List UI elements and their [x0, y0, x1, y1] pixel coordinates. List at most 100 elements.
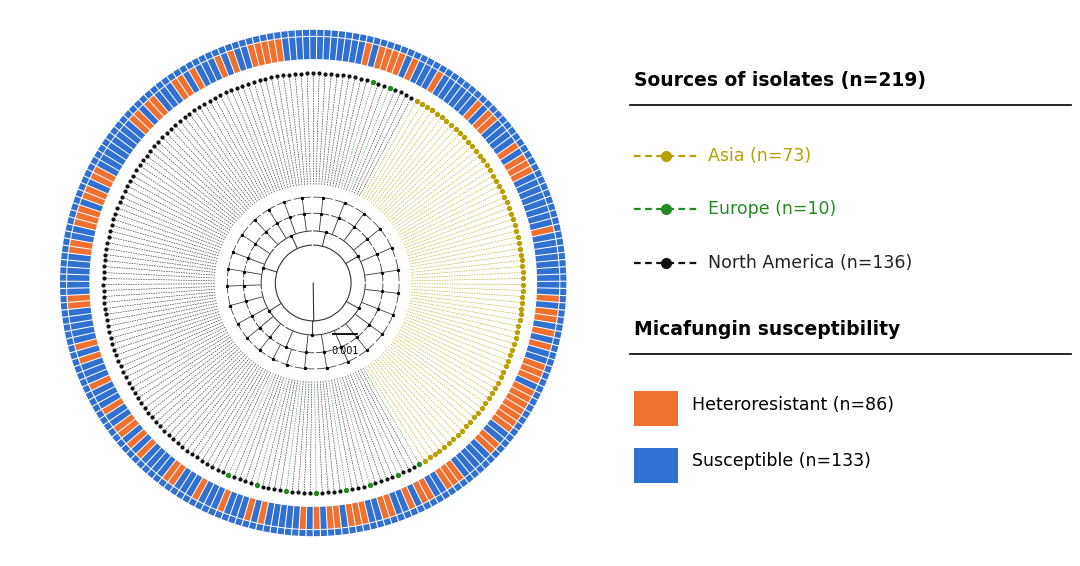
- Wedge shape: [443, 83, 461, 104]
- Wedge shape: [528, 212, 551, 224]
- Wedge shape: [499, 404, 521, 421]
- Wedge shape: [179, 65, 188, 73]
- Wedge shape: [288, 31, 295, 37]
- Text: Asia (n=73): Asia (n=73): [708, 147, 811, 165]
- Wedge shape: [67, 275, 90, 281]
- Wedge shape: [559, 260, 566, 267]
- Wedge shape: [501, 148, 523, 165]
- Wedge shape: [561, 275, 566, 281]
- Wedge shape: [195, 64, 211, 87]
- Wedge shape: [65, 331, 72, 338]
- Wedge shape: [220, 53, 234, 75]
- Wedge shape: [67, 268, 90, 275]
- Wedge shape: [552, 217, 559, 225]
- Wedge shape: [534, 320, 556, 330]
- FancyBboxPatch shape: [634, 448, 678, 483]
- Text: Europe (n=10): Europe (n=10): [708, 200, 837, 218]
- Wedge shape: [450, 456, 469, 477]
- Wedge shape: [339, 505, 348, 528]
- Wedge shape: [60, 260, 67, 267]
- Wedge shape: [80, 379, 87, 387]
- Wedge shape: [355, 41, 365, 64]
- Wedge shape: [471, 470, 480, 478]
- Wedge shape: [462, 81, 471, 89]
- Wedge shape: [470, 439, 490, 458]
- Wedge shape: [342, 39, 351, 62]
- Wedge shape: [239, 39, 246, 47]
- Wedge shape: [441, 464, 458, 486]
- Wedge shape: [106, 404, 127, 421]
- Wedge shape: [531, 226, 554, 236]
- Wedge shape: [349, 526, 356, 534]
- Wedge shape: [64, 231, 71, 238]
- Wedge shape: [554, 224, 561, 231]
- Wedge shape: [296, 30, 302, 36]
- Wedge shape: [517, 370, 540, 384]
- Wedge shape: [480, 430, 499, 448]
- Wedge shape: [293, 506, 300, 529]
- Wedge shape: [212, 49, 219, 57]
- Wedge shape: [285, 505, 294, 528]
- Wedge shape: [117, 439, 125, 448]
- Wedge shape: [78, 183, 86, 191]
- Wedge shape: [448, 487, 456, 495]
- Wedge shape: [247, 44, 259, 67]
- Wedge shape: [68, 301, 91, 309]
- Wedge shape: [83, 363, 106, 377]
- Wedge shape: [558, 310, 565, 317]
- Wedge shape: [377, 520, 384, 528]
- Wedge shape: [536, 385, 544, 393]
- Wedge shape: [383, 518, 391, 526]
- Wedge shape: [76, 212, 98, 224]
- Wedge shape: [421, 67, 437, 89]
- Wedge shape: [70, 239, 93, 249]
- Wedge shape: [477, 115, 497, 134]
- Wedge shape: [457, 77, 465, 85]
- Wedge shape: [407, 484, 422, 507]
- Wedge shape: [370, 498, 382, 521]
- Wedge shape: [241, 46, 253, 69]
- Wedge shape: [556, 238, 564, 246]
- Wedge shape: [366, 36, 374, 43]
- Wedge shape: [496, 444, 504, 453]
- Wedge shape: [139, 105, 159, 125]
- Text: Sources of isolates (n=219): Sources of isolates (n=219): [634, 71, 927, 90]
- Wedge shape: [360, 35, 367, 41]
- Wedge shape: [509, 387, 531, 402]
- Wedge shape: [66, 338, 73, 345]
- Wedge shape: [401, 487, 416, 509]
- Wedge shape: [463, 100, 483, 121]
- Wedge shape: [505, 434, 514, 442]
- Wedge shape: [112, 434, 121, 442]
- Wedge shape: [70, 320, 93, 330]
- Wedge shape: [152, 474, 161, 483]
- Wedge shape: [202, 61, 216, 84]
- Wedge shape: [211, 487, 226, 509]
- Wedge shape: [310, 30, 316, 36]
- Wedge shape: [134, 110, 154, 130]
- Wedge shape: [164, 483, 173, 491]
- Wedge shape: [383, 494, 395, 517]
- Wedge shape: [328, 529, 335, 536]
- Wedge shape: [505, 393, 528, 409]
- Wedge shape: [141, 465, 150, 473]
- Wedge shape: [60, 267, 67, 273]
- Wedge shape: [545, 196, 553, 204]
- Wedge shape: [72, 226, 95, 236]
- Wedge shape: [494, 137, 515, 155]
- Wedge shape: [472, 110, 492, 130]
- Wedge shape: [224, 492, 238, 514]
- Wedge shape: [261, 41, 271, 64]
- Wedge shape: [512, 381, 535, 396]
- Wedge shape: [432, 75, 449, 96]
- Wedge shape: [80, 199, 103, 212]
- Wedge shape: [491, 450, 500, 458]
- Wedge shape: [445, 68, 454, 77]
- Wedge shape: [521, 363, 543, 377]
- Wedge shape: [390, 516, 399, 524]
- Text: Susceptible (n=133): Susceptible (n=133): [692, 452, 872, 470]
- Wedge shape: [499, 115, 508, 124]
- Wedge shape: [313, 530, 320, 536]
- Wedge shape: [543, 190, 551, 198]
- Wedge shape: [84, 170, 92, 178]
